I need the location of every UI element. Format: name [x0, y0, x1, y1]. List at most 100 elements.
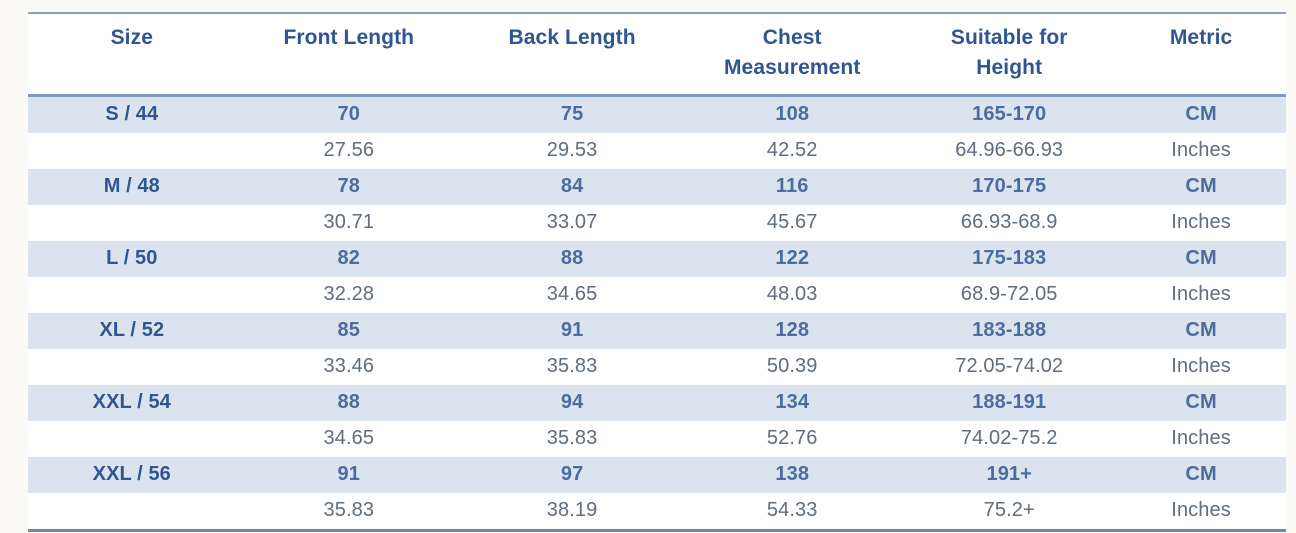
cell-size: L / 50: [106, 247, 158, 270]
cell-size: [28, 133, 236, 169]
table-row: 34.65 35.83 52.76 74.02-75.2 Inches: [28, 421, 1286, 457]
cell-back-length: 33.07: [546, 211, 598, 234]
cell-front-length: 85: [337, 319, 360, 342]
cell-size: XL / 52: [99, 319, 165, 342]
cell-front-length: 30.71: [323, 211, 375, 234]
column-header-label: Size: [110, 26, 153, 49]
cell-suitable-for-height: 72.05-74.02: [955, 355, 1064, 378]
cell-suitable-for-height: 170-175: [972, 175, 1047, 198]
table-row: L / 50 82 88 122 175-183 CM: [28, 240, 1286, 277]
table-row: 27.56 29.53 42.52 64.96-66.93 Inches: [28, 133, 1286, 169]
cell-back-length: 84: [560, 175, 584, 198]
cell-back-length: 75: [560, 103, 584, 126]
column-header-metric: Metric: [1116, 13, 1286, 95]
cell-size: [28, 205, 236, 241]
cell-size: S / 44: [105, 103, 159, 126]
cell-suitable-for-height: 66.93-68.9: [960, 211, 1058, 234]
cell-front-length: 88: [337, 391, 360, 414]
table-row: M / 48 78 84 116 170-175 CM: [28, 168, 1286, 205]
cell-size: [28, 349, 236, 385]
cell-front-length: 27.56: [323, 139, 375, 162]
table-head: Size Front Length Back Length Chest Measure…: [28, 13, 1286, 96]
cell-back-length: 91: [560, 319, 584, 342]
cell-metric: Inches: [1171, 283, 1231, 306]
cell-back-length: 35.83: [546, 355, 598, 378]
cell-metric: CM: [1185, 175, 1217, 198]
cell-metric: Inches: [1171, 499, 1231, 522]
cell-size: [28, 277, 236, 313]
cell-suitable-for-height: 183-188: [972, 319, 1047, 342]
cell-front-length: 91: [337, 463, 360, 486]
table-row: 35.83 38.19 54.33 75.2+ Inches: [28, 493, 1286, 531]
column-header-label: Suitable for Height: [950, 26, 1068, 80]
cell-metric: CM: [1185, 391, 1217, 414]
cell-suitable-for-height: 165-170: [972, 103, 1047, 126]
cell-front-length: 70: [337, 103, 360, 126]
table-container: Size Front Length Back Length Chest Measure…: [28, 12, 1286, 532]
column-header-label: Back Length: [508, 26, 636, 49]
cell-metric: CM: [1185, 463, 1217, 486]
table-row: XL / 52 85 91 128 183-188 CM: [28, 312, 1286, 349]
cell-size: [28, 421, 236, 457]
cell-suitable-for-height: 68.9-72.05: [960, 283, 1058, 306]
cell-metric: Inches: [1171, 355, 1231, 378]
cell-chest-measurement: 45.67: [766, 211, 818, 234]
cell-metric: CM: [1185, 103, 1217, 126]
cell-chest-measurement: 50.39: [766, 355, 818, 378]
cell-front-length: 34.65: [323, 427, 375, 450]
table-row: 33.46 35.83 50.39 72.05-74.02 Inches: [28, 349, 1286, 385]
table-row: S / 44 70 75 108 165-170 CM: [28, 95, 1286, 133]
cell-back-length: 29.53: [546, 139, 598, 162]
cell-chest-measurement: 54.33: [766, 499, 818, 522]
cell-front-length: 32.28: [323, 283, 375, 306]
cell-chest-measurement: 122: [775, 247, 810, 270]
table-header-row: Size Front Length Back Length Chest Measure…: [28, 13, 1286, 96]
table-body: S / 44 70 75 108 165-170 CM 27.56 29.53 42.52 64.…: [28, 95, 1286, 531]
table-row: XXL / 54 88 94 134 188-191 CM: [28, 384, 1286, 421]
cell-metric: Inches: [1171, 211, 1231, 234]
table-row: XXL / 56 91 97 138 191+ CM: [28, 456, 1286, 493]
cell-back-length: 34.65: [546, 283, 598, 306]
column-header-size: Size: [28, 13, 236, 95]
cell-back-length: 38.19: [546, 499, 598, 522]
cell-back-length: 35.83: [546, 427, 598, 450]
cell-back-length: 97: [560, 463, 584, 486]
size-chart-table: Size Front Length Back Length Chest Measure…: [28, 12, 1286, 532]
cell-front-length: 33.46: [323, 355, 375, 378]
cell-size: [28, 493, 236, 531]
cell-metric: CM: [1185, 247, 1217, 270]
cell-chest-measurement: 108: [775, 103, 810, 126]
cell-chest-measurement: 42.52: [766, 139, 818, 162]
cell-metric: Inches: [1171, 139, 1231, 162]
cell-chest-measurement: 134: [775, 391, 810, 414]
column-header-label: Metric: [1169, 26, 1233, 49]
cell-suitable-for-height: 75.2+: [983, 499, 1035, 522]
cell-metric: CM: [1185, 319, 1217, 342]
cell-front-length: 82: [337, 247, 360, 270]
column-header-label: Front Length: [283, 26, 415, 49]
column-header-suitable-for-height: Suitable for Height: [902, 13, 1116, 95]
cell-size: M / 48: [103, 175, 160, 198]
column-header-front-length: Front Length: [236, 13, 462, 95]
cell-back-length: 94: [560, 391, 584, 414]
cell-front-length: 78: [337, 175, 360, 198]
table-row: 30.71 33.07 45.67 66.93-68.9 Inches: [28, 205, 1286, 241]
column-header-label: Chest Measurement: [723, 26, 861, 80]
cell-size: XXL / 54: [92, 391, 171, 414]
cell-suitable-for-height: 191+: [986, 463, 1032, 486]
column-header-chest-measurement: Chest Measurement: [682, 13, 902, 95]
table-row: 32.28 34.65 48.03 68.9-72.05 Inches: [28, 277, 1286, 313]
cell-chest-measurement: 116: [775, 175, 809, 198]
cell-back-length: 88: [560, 247, 584, 270]
cell-size: XXL / 56: [92, 463, 171, 486]
column-header-back-length: Back Length: [462, 13, 682, 95]
cell-suitable-for-height: 64.96-66.93: [955, 139, 1064, 162]
cell-suitable-for-height: 175-183: [972, 247, 1047, 270]
cell-chest-measurement: 52.76: [766, 427, 818, 450]
cell-suitable-for-height: 74.02-75.2: [960, 427, 1058, 450]
cell-chest-measurement: 48.03: [766, 283, 818, 306]
cell-metric: Inches: [1171, 427, 1231, 450]
cell-suitable-for-height: 188-191: [972, 391, 1047, 414]
cell-chest-measurement: 138: [775, 463, 810, 486]
